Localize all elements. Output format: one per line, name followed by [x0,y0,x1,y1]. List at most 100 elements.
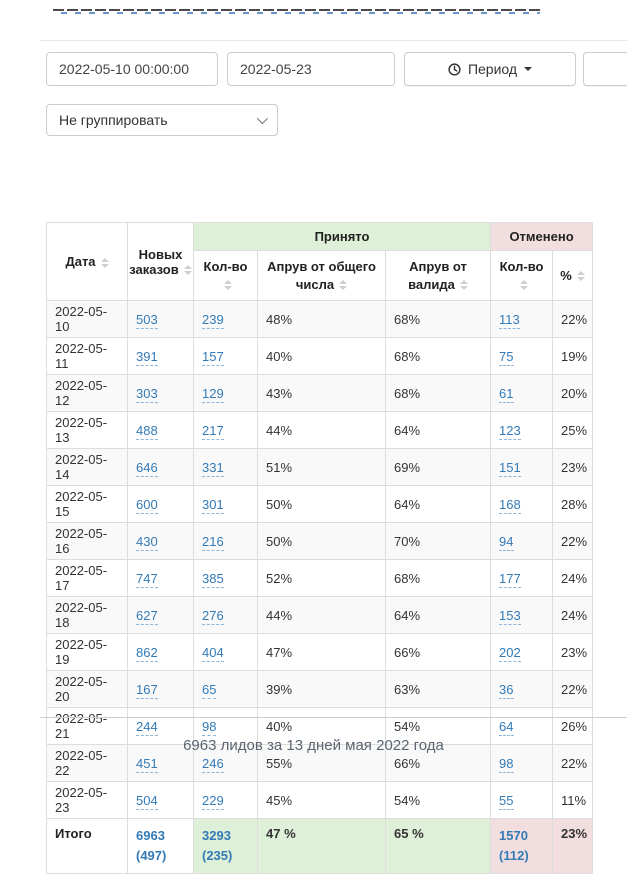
new-orders-link[interactable]: 504 [136,792,158,810]
date-cell: 2022-05-21 [46,707,128,745]
accepted-count-link[interactable]: 157 [202,348,224,366]
new-orders-link[interactable]: 488 [136,422,158,440]
new-orders-link[interactable]: 167 [136,681,158,699]
date-to-input[interactable] [227,52,395,86]
new-orders-link[interactable]: 747 [136,570,158,588]
stats-table: Дата Новых заказов Принято Отменено Кол-… [46,222,594,874]
period-dropdown-button[interactable]: Период [404,52,576,86]
new-orders-link[interactable]: 862 [136,644,158,662]
accepted-count-link-cell: 385 [193,559,258,597]
new-orders-link-cell: 244 [127,707,194,745]
table-row: 2022-05-14 646 331 51% 69% 151 23% [46,448,594,486]
sort-icon [183,265,192,276]
accepted-count-link[interactable]: 216 [202,533,224,551]
table-row: 2022-05-16 430 216 50% 70% 94 22% [46,522,594,560]
cancelled-count-link[interactable]: 64 [499,718,514,736]
accepted-count-link[interactable]: 385 [202,570,224,588]
approve-valid-cell: 68% [384,300,492,338]
cancelled-count-link-cell: 98 [490,744,554,782]
percent-cell: 24% [552,559,594,597]
accepted-count-link[interactable]: 65 [202,681,217,699]
new-orders-link[interactable]: 430 [136,533,158,551]
accepted-count-link[interactable]: 404 [202,644,224,662]
approve-valid-cell: 68% [384,559,492,597]
percent-cell: 22% [552,744,594,782]
accepted-count-link[interactable]: 229 [202,792,224,810]
grouping-select-value: Не группировать [59,112,168,128]
cancelled-count-link[interactable]: 55 [499,792,514,810]
new-orders-link-cell: 504 [127,781,194,819]
grouping-select[interactable]: Не группировать [46,104,278,136]
cancelled-count-link[interactable]: 36 [499,681,514,699]
new-orders-link[interactable]: 303 [136,385,158,403]
col-header-new-orders[interactable]: Новых заказов [127,222,194,301]
col-header-date[interactable]: Дата [46,222,128,301]
sort-icon [100,257,109,268]
cancelled-count-link[interactable]: 168 [499,496,521,514]
accepted-count-link[interactable]: 98 [202,718,217,736]
approve-total-cell: 50% [257,485,386,523]
col-header-approve-of-total[interactable]: Апрув от общего числа [257,250,386,301]
accepted-count-link-cell: 157 [193,337,258,375]
cancelled-count-link[interactable]: 123 [499,422,521,440]
accepted-count-link[interactable]: 129 [202,385,224,403]
new-orders-link[interactable]: 244 [136,718,158,736]
truncated-dashed-row [53,9,540,14]
new-orders-link-cell: 391 [127,337,194,375]
accepted-count-link[interactable]: 331 [202,459,224,477]
table-row: 2022-05-10 503 239 48% 68% 113 22% [46,300,594,338]
date-cell: 2022-05-11 [46,337,128,375]
date-from-input[interactable] [46,52,218,86]
group-header-cancelled: Отменено [490,222,594,251]
new-orders-link-cell: 747 [127,559,194,597]
approve-total-cell: 40% [257,337,386,375]
new-orders-link[interactable]: 391 [136,348,158,366]
chevron-down-icon [256,112,269,125]
percent-cell: 24% [552,596,594,634]
new-orders-link[interactable]: 451 [136,755,158,773]
approve-total-cell: 40% [257,707,386,745]
cancelled-count-link[interactable]: 153 [499,607,521,625]
cancelled-count-link-cell: 94 [490,522,554,560]
accepted-count-link[interactable]: 239 [202,311,224,329]
new-orders-link-cell: 503 [127,300,194,338]
cutoff-right-button[interactable] [583,52,627,86]
table-body: 2022-05-10 503 239 48% 68% 113 22% 2022-05-11 39… [46,300,594,819]
accepted-count-link[interactable]: 217 [202,422,224,440]
accepted-count-link-cell: 404 [193,633,258,671]
sort-icon [339,280,348,291]
date-cell: 2022-05-20 [46,670,128,708]
cancelled-count-link[interactable]: 94 [499,533,514,551]
col-header-accepted-count[interactable]: Кол-во [193,250,258,301]
totals-new-orders: 6963 (497) [127,817,194,874]
cancelled-count-link[interactable]: 98 [499,755,514,773]
accepted-count-link-cell: 229 [193,781,258,819]
cancelled-count-link[interactable]: 202 [499,644,521,662]
cancelled-count-link[interactable]: 177 [499,570,521,588]
cancelled-count-link-cell: 55 [490,781,554,819]
col-header-cancelled-count[interactable]: Кол-во [490,250,554,301]
group-header-row: Дата Новых заказов Принято Отменено [46,222,594,301]
new-orders-link[interactable]: 627 [136,607,158,625]
table-row: 2022-05-22 451 246 55% 66% 98 22% [46,744,594,782]
cancelled-count-link[interactable]: 113 [499,311,520,329]
date-cell: 2022-05-12 [46,374,128,412]
col-header-percent[interactable]: % [552,250,594,301]
new-orders-link[interactable]: 600 [136,496,158,514]
new-orders-link[interactable]: 503 [136,311,158,329]
table-row: 2022-05-11 391 157 40% 68% 75 19% [46,337,594,375]
date-cell: 2022-05-18 [46,596,128,634]
sort-icon [576,271,585,282]
accepted-count-link[interactable]: 301 [202,496,224,514]
cancelled-count-link-cell: 151 [490,448,554,486]
accepted-count-link[interactable]: 246 [202,755,224,773]
accepted-count-link-cell: 301 [193,485,258,523]
cancelled-count-link[interactable]: 75 [499,348,514,366]
col-header-approve-of-valid[interactable]: Апрув от валида [384,250,492,301]
new-orders-link[interactable]: 646 [136,459,158,477]
cancelled-count-link[interactable]: 151 [499,459,521,477]
cancelled-count-link[interactable]: 61 [499,385,514,403]
totals-accepted: 3293 (235) [193,817,258,874]
accepted-count-link[interactable]: 276 [202,607,224,625]
clock-icon [448,62,461,76]
